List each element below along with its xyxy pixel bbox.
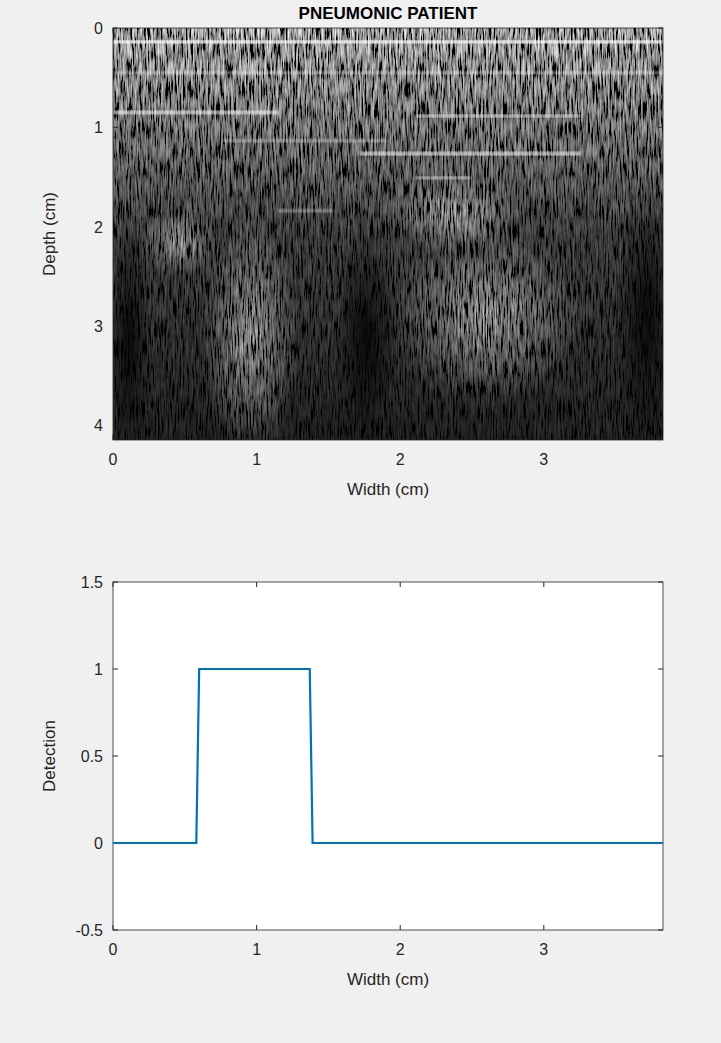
x-tick (256, 28, 257, 33)
x-axis-title: Width (cm) (347, 480, 429, 499)
y-tick-label: 0 (94, 835, 103, 852)
x-tick-label: 1 (252, 451, 261, 468)
panel-0: 0 1 2 3 0 1 2 3 4 PNEUMONIC PATIENT Width (cm) Dept… (40, 4, 663, 499)
y-tick-label: 2 (94, 219, 103, 236)
axes-frame (113, 28, 663, 440)
x-tick (256, 925, 257, 930)
x-tick-label: 0 (109, 941, 118, 958)
y-tick (658, 930, 663, 931)
y-tick (113, 425, 118, 426)
x-tick (113, 582, 114, 587)
echo-line (361, 152, 581, 156)
y-tick-label: -0.5 (75, 922, 103, 939)
y-tick (113, 930, 118, 931)
x-tick (543, 435, 544, 440)
y-tick (658, 226, 663, 227)
x-tick-label: 2 (396, 941, 405, 958)
detection-line (113, 669, 663, 843)
y-tick (113, 226, 118, 227)
y-tick (658, 325, 663, 326)
echo-line (278, 209, 333, 212)
image-ground (113, 28, 663, 440)
y-tick-label: 1.5 (81, 574, 103, 591)
x-tick (256, 435, 257, 440)
plot-area (113, 669, 663, 843)
y-tick-label: 1 (94, 119, 103, 136)
x-tick (113, 28, 114, 33)
echo-line (416, 176, 471, 179)
axes-frame (113, 582, 663, 930)
y-tick-label: 0.5 (81, 748, 103, 765)
y-tick (113, 756, 118, 757)
y-tick (113, 582, 118, 583)
panel-1: 0 1 2 3 -0.5 0 0.5 1 1.5 Width (cm) Detection (40, 574, 663, 989)
x-tick (400, 28, 401, 33)
y-tick (113, 325, 118, 326)
x-tick (113, 435, 114, 440)
y-tick (658, 28, 663, 29)
y-tick (658, 425, 663, 426)
y-tick (113, 28, 118, 29)
x-tick-label: 1 (252, 941, 261, 958)
y-tick-label: 4 (94, 417, 103, 434)
x-tick (400, 435, 401, 440)
y-tick (658, 582, 663, 583)
echo-line (416, 115, 581, 118)
x-tick (256, 582, 257, 587)
echo-line (113, 110, 278, 114)
y-axis-title: Depth (cm) (40, 192, 59, 276)
y-axis-title: Detection (40, 720, 59, 792)
x-tick-label: 0 (109, 451, 118, 468)
y-tick (658, 669, 663, 670)
echo-line (223, 139, 388, 142)
figure: 0 1 2 3 0 1 2 3 4 PNEUMONIC PATIENT Width (cm) Dept… (0, 0, 721, 1043)
y-tick-label: 3 (94, 318, 103, 335)
x-axis-title: Width (cm) (347, 970, 429, 989)
y-tick-label: 0 (94, 20, 103, 37)
x-tick (400, 582, 401, 587)
echo-line (113, 71, 663, 74)
image-texture (113, 28, 663, 440)
y-tick (658, 127, 663, 128)
x-tick (543, 582, 544, 587)
y-tick (658, 756, 663, 757)
y-tick-label: 1 (94, 661, 103, 678)
x-tick (113, 925, 114, 930)
title: PNEUMONIC PATIENT (299, 4, 478, 23)
y-tick (113, 127, 118, 128)
echo-line (113, 40, 663, 43)
x-tick-label: 3 (539, 451, 548, 468)
y-tick (113, 669, 118, 670)
x-tick (543, 925, 544, 930)
x-tick (400, 925, 401, 930)
x-tick-label: 2 (396, 451, 405, 468)
x-tick (543, 28, 544, 33)
x-tick-label: 3 (539, 941, 548, 958)
ultrasound-image (113, 28, 663, 440)
